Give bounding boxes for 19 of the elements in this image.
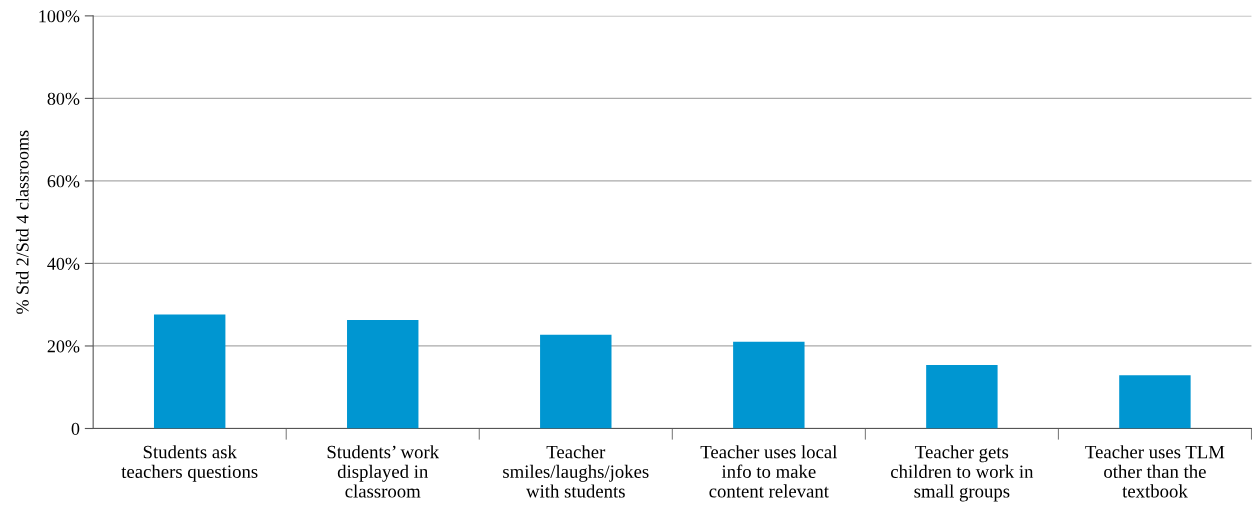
x-tick-label: Teacher gets children to work in small groups	[890, 445, 1034, 502]
x-tick-label: Students’ work displayed in classroom	[327, 445, 440, 498]
bar	[926, 364, 998, 429]
x-tick-label: Teacher uses local info to make content relevant	[700, 445, 838, 498]
y-tick-label: 80%	[47, 92, 80, 105]
bar	[540, 334, 612, 429]
x-tick-label: Students ask teachers questions	[121, 445, 258, 482]
bar	[1119, 375, 1191, 429]
y-tick-label: 40%	[47, 257, 80, 270]
y-tick-label: 60%	[47, 175, 80, 188]
bar	[153, 314, 226, 429]
y-axis-title: % Std 2/Std 4 classrooms	[15, 130, 29, 314]
x-tick-label: Teacher smiles/laughs/jokes with students	[503, 445, 649, 498]
y-tick-label: 20%	[47, 340, 80, 353]
bar	[347, 319, 419, 429]
y-tick-label: 0	[71, 422, 80, 435]
x-tick-label: Teacher uses TLM other than the textbook	[1085, 445, 1225, 498]
y-tick-label: 100%	[39, 10, 80, 23]
bar	[733, 341, 805, 429]
